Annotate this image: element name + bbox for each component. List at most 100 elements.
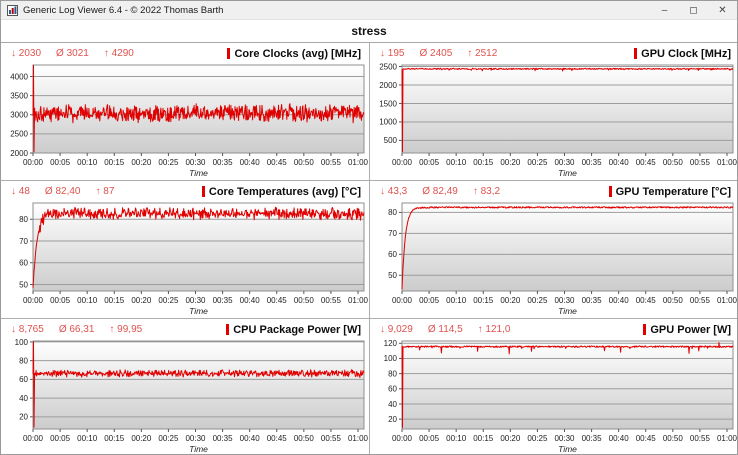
- panel-header: ↓ 48 Ø 82,40 ↑ 87 Core Temperatures (avg…: [1, 183, 369, 200]
- stat-avg: Ø 82,49: [422, 186, 458, 197]
- svg-text:00:15: 00:15: [473, 296, 494, 305]
- svg-text:00:40: 00:40: [240, 158, 261, 167]
- tab-strip: stress: [1, 20, 737, 43]
- chart-canvas-cpu-package-power[interactable]: 20 40 60 80 100 00:00 00:05 00:10 00:15 00:20 00:2…: [3, 338, 368, 455]
- svg-text:60: 60: [388, 250, 397, 259]
- svg-text:00:05: 00:05: [419, 158, 440, 167]
- svg-text:00:55: 00:55: [321, 296, 342, 305]
- svg-text:40: 40: [388, 400, 397, 409]
- svg-text:00:25: 00:25: [158, 434, 179, 443]
- svg-text:00:05: 00:05: [50, 434, 71, 443]
- svg-text:00:35: 00:35: [582, 296, 603, 305]
- chart-panel-gpu-power: ↓ 9,029 Ø 114,5 ↑ 121,0 GPU Power [W] 20…: [370, 319, 737, 455]
- svg-text:80: 80: [19, 356, 28, 365]
- chart-canvas-core-clocks[interactable]: 2000 2500 3000 3500 4000 00:00 00:05 00:10 00:15…: [3, 62, 368, 179]
- stat-avg: Ø 3021: [56, 48, 89, 59]
- stat-min: ↓ 2030: [11, 48, 42, 59]
- svg-text:00:45: 00:45: [267, 158, 288, 167]
- legend-color-marker: [201, 186, 205, 197]
- stats-row: ↓ 48 Ø 82,40 ↑ 87: [11, 186, 202, 197]
- svg-text:00:00: 00:00: [23, 434, 44, 443]
- stats-row: ↓ 9,029 Ø 114,5 ↑ 121,0: [380, 324, 643, 335]
- stat-max: ↑ 99,95: [109, 324, 143, 335]
- svg-text:1500: 1500: [379, 99, 397, 108]
- stats-row: ↓ 2030 Ø 3021 ↑ 4290: [11, 48, 227, 59]
- svg-text:00:00: 00:00: [392, 434, 413, 443]
- chart-title: GPU Temperature [°C]: [615, 185, 731, 198]
- svg-text:00:25: 00:25: [527, 434, 548, 443]
- svg-text:00:50: 00:50: [663, 158, 684, 167]
- chart-panel-gpu-clock: ↓ 195 Ø 2405 ↑ 2512 GPU Clock [MHz] 500 1…: [370, 43, 737, 181]
- svg-text:00:05: 00:05: [50, 158, 71, 167]
- stat-max: ↑ 83,2: [472, 186, 501, 197]
- svg-text:00:45: 00:45: [267, 434, 288, 443]
- svg-text:50: 50: [388, 271, 397, 280]
- chart-grid: ↓ 2030 Ø 3021 ↑ 4290 Core Clocks (avg) […: [1, 43, 737, 455]
- svg-text:00:20: 00:20: [500, 434, 521, 443]
- chart-panel-gpu-temperature: ↓ 43,3 Ø 82,49 ↑ 83,2 GPU Temperature [°…: [370, 181, 737, 319]
- chart-title-group: Core Clocks (avg) [MHz]: [227, 48, 361, 60]
- svg-text:3000: 3000: [10, 111, 28, 120]
- svg-text:00:00: 00:00: [392, 296, 413, 305]
- svg-text:00:15: 00:15: [104, 434, 125, 443]
- svg-text:00:30: 00:30: [185, 158, 206, 167]
- chart-canvas-core-temperatures[interactable]: 50 60 70 80 00:00 00:05 00:10 00:15 00:20 00:25 00…: [3, 200, 368, 317]
- svg-text:00:00: 00:00: [23, 158, 44, 167]
- svg-text:100: 100: [384, 354, 398, 363]
- panel-header: ↓ 9,029 Ø 114,5 ↑ 121,0 GPU Power [W]: [370, 321, 737, 338]
- legend-color-marker: [634, 48, 638, 59]
- stat-min: ↓ 9,029: [380, 324, 413, 335]
- svg-text:80: 80: [19, 215, 28, 224]
- legend-color-marker: [226, 324, 230, 335]
- chart-canvas-gpu-temperature[interactable]: 50 60 70 80 00:00 00:05 00:10 00:15 00:20 00:25 00…: [372, 200, 737, 317]
- svg-text:00:30: 00:30: [554, 296, 575, 305]
- close-button[interactable]: ✕: [718, 4, 727, 16]
- chart-title-group: Core Temperatures (avg) [°C]: [201, 185, 361, 198]
- chart-title-group: GPU Clock [MHz]: [634, 48, 731, 60]
- stat-max: ↑ 121,0: [477, 324, 511, 335]
- tab-stress[interactable]: stress: [351, 24, 387, 38]
- svg-text:Time: Time: [189, 168, 208, 178]
- svg-text:100: 100: [15, 338, 29, 347]
- svg-text:00:40: 00:40: [240, 434, 261, 443]
- svg-text:01:00: 01:00: [717, 158, 737, 167]
- svg-text:00:10: 00:10: [446, 296, 467, 305]
- stat-avg: Ø 82,40: [44, 186, 81, 197]
- svg-text:4000: 4000: [10, 72, 28, 81]
- svg-text:00:55: 00:55: [321, 434, 342, 443]
- svg-text:00:05: 00:05: [50, 296, 71, 305]
- stat-max: ↑ 2512: [467, 48, 498, 59]
- svg-text:00:30: 00:30: [554, 434, 575, 443]
- stats-row: ↓ 43,3 Ø 82,49 ↑ 83,2: [380, 186, 609, 197]
- panel-header: ↓ 195 Ø 2405 ↑ 2512 GPU Clock [MHz]: [370, 45, 737, 62]
- svg-text:500: 500: [384, 136, 398, 145]
- maximize-button[interactable]: ◻: [689, 4, 698, 16]
- stat-min: ↓ 48: [11, 186, 30, 197]
- svg-text:00:10: 00:10: [77, 296, 98, 305]
- svg-text:00:00: 00:00: [23, 296, 44, 305]
- legend-color-marker: [608, 186, 612, 197]
- svg-text:00:20: 00:20: [131, 296, 152, 305]
- chart-canvas-gpu-clock[interactable]: 500 1000 1500 2000 2500 00:00 00:05 00:10 00:15 0…: [372, 62, 737, 179]
- chart-title-group: GPU Temperature [°C]: [608, 185, 731, 198]
- panel-header: ↓ 43,3 Ø 82,49 ↑ 83,2 GPU Temperature [°…: [370, 183, 737, 200]
- svg-text:00:35: 00:35: [213, 434, 234, 443]
- svg-text:20: 20: [388, 415, 397, 424]
- chart-title: Core Temperatures (avg) [°C]: [208, 185, 361, 198]
- titlebar: Generic Log Viewer 6.4 - © 2022 Thomas B…: [1, 1, 737, 20]
- chart-panel-core-temperatures: ↓ 48 Ø 82,40 ↑ 87 Core Temperatures (avg…: [1, 181, 370, 319]
- stats-row: ↓ 8,765 Ø 66,31 ↑ 99,95: [11, 324, 226, 335]
- svg-text:00:45: 00:45: [636, 158, 657, 167]
- svg-text:00:05: 00:05: [419, 296, 440, 305]
- svg-text:Time: Time: [558, 444, 577, 454]
- chart-title: GPU Clock [MHz]: [641, 47, 731, 60]
- svg-text:00:40: 00:40: [240, 296, 261, 305]
- chart-canvas-gpu-power[interactable]: 20 40 60 80 100 120 00:00 00:05 00:10 00:15 00:20 0…: [372, 338, 737, 455]
- minimize-button[interactable]: –: [661, 4, 668, 16]
- svg-text:80: 80: [388, 208, 397, 217]
- svg-text:00:45: 00:45: [636, 434, 657, 443]
- svg-text:Time: Time: [558, 168, 577, 178]
- svg-text:00:20: 00:20: [500, 296, 521, 305]
- chart-title-group: GPU Power [W]: [643, 324, 731, 336]
